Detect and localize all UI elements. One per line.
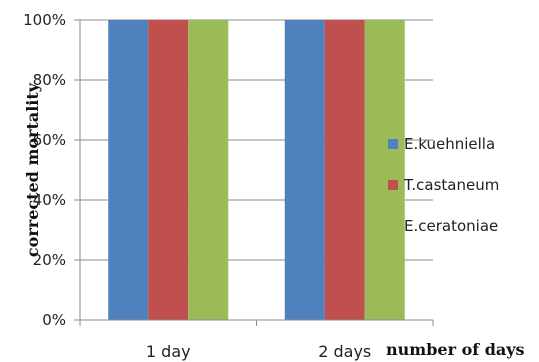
- legend-label: T.castaneum: [403, 176, 499, 194]
- x-tick-label: 1 day: [146, 342, 191, 361]
- y-tick-label: 0%: [42, 311, 66, 329]
- legend-swatch: [388, 221, 398, 231]
- bar-tcastaneum-2: [324, 20, 365, 320]
- bars-layer: [108, 20, 405, 320]
- y-tick-label: 60%: [33, 131, 66, 149]
- y-tick-label: 40%: [33, 191, 66, 209]
- y-tick-labels: 0% 20% 40% 60% 80% 100%: [23, 11, 66, 329]
- x-axis-title: number of days: [386, 340, 525, 359]
- legend-swatch: [388, 180, 398, 190]
- legend: E.kuehniella T.castaneum E.ceratoniae: [388, 135, 499, 235]
- bar-tcastaneum-1: [148, 20, 189, 320]
- bar-eceratoniae-2: [364, 20, 405, 320]
- bar-eceratoniae-1: [188, 20, 229, 320]
- bar-ekuehniella-1: [108, 20, 149, 320]
- x-tick-label: 2 days: [318, 342, 371, 361]
- bar-ekuehniella-2: [284, 20, 325, 320]
- axes-layer: [74, 19, 434, 326]
- y-axis-title: corrected mortality: [23, 82, 42, 257]
- legend-label: E.ceratoniae: [404, 217, 498, 235]
- legend-label: E.kuehniella: [404, 135, 495, 153]
- legend-swatch: [388, 139, 398, 149]
- y-tick-label: 20%: [33, 251, 66, 269]
- x-tick-labels: 1 day 2 days: [146, 342, 371, 361]
- y-tick-label: 100%: [23, 11, 66, 29]
- y-tick-label: 80%: [33, 71, 66, 89]
